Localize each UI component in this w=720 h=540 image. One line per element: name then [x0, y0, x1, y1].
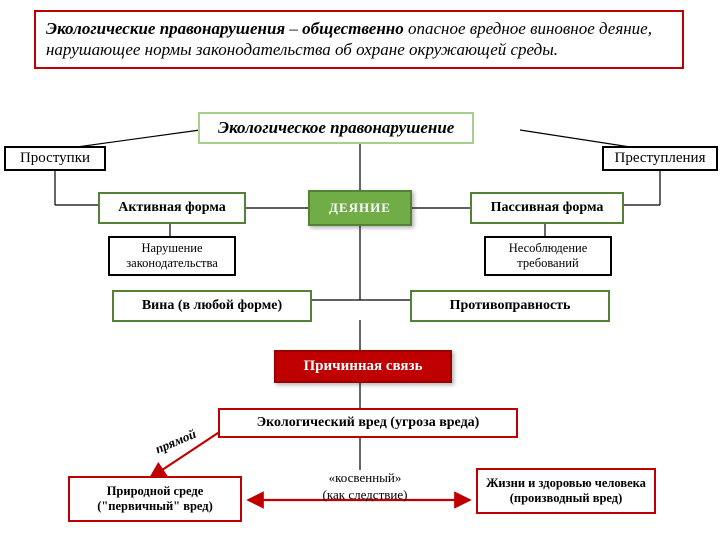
main-title-text: Экологическое правонарушение [218, 118, 454, 137]
guilt-text: Вина (в любой форме) [142, 298, 282, 313]
definition-dash: – [285, 19, 302, 38]
causal-box: Причинная связь [274, 350, 452, 383]
deyanie-box: ДЕЯНИЕ [308, 190, 412, 226]
harm-title-text: Экологический вред (угроза вреда) [257, 415, 480, 430]
passive-form-box: Пассивная форма [470, 192, 624, 224]
illegality-box: Противоправность [410, 290, 610, 322]
definition-box: Экологические правонарушения – обществен… [34, 10, 684, 69]
right-branch-text: Преступления [614, 150, 705, 166]
arrow-label: прямой [153, 426, 199, 457]
active-form-text: Активная форма [118, 200, 226, 215]
deyanie-text: ДЕЯНИЕ [329, 200, 391, 215]
main-title-box: Экологическое правонарушение [198, 112, 474, 144]
arrow-label-text: прямой [153, 426, 198, 457]
causal-text: Причинная связь [303, 358, 422, 374]
left-branch-box: Проступки [4, 146, 106, 171]
passive-sub-text: Несоблюдение требований [509, 241, 588, 270]
left-branch-text: Проступки [20, 150, 90, 166]
active-form-box: Активная форма [98, 192, 246, 224]
illegality-text: Противоправность [450, 298, 571, 313]
harm-title-box: Экологический вред (угроза вреда) [218, 408, 518, 438]
definition-term: Экологические правонарушения [46, 19, 285, 38]
passive-sub-box: Несоблюдение требований [484, 236, 612, 276]
right-branch-box: Преступления [602, 146, 718, 171]
active-sub-box: Нарушение законодательства [108, 236, 236, 276]
passive-form-text: Пассивная форма [491, 200, 604, 215]
harm-right-text: Жизни и здоровью человека (производный в… [486, 476, 646, 505]
definition-first-word: общественно [302, 19, 404, 38]
harm-left-text: Природной среде ("первичный" вред) [97, 484, 213, 513]
harm-right-box: Жизни и здоровью человека (производный в… [476, 468, 656, 514]
guilt-box: Вина (в любой форме) [112, 290, 312, 322]
harm-center-line2: (как следствие) [300, 487, 430, 504]
active-sub-text: Нарушение законодательства [126, 241, 218, 270]
harm-center-line1: «косвенный» [300, 470, 430, 487]
harm-left-box: Природной среде ("первичный" вред) [68, 476, 242, 522]
harm-center-box: «косвенный» (как следствие) [300, 470, 430, 504]
